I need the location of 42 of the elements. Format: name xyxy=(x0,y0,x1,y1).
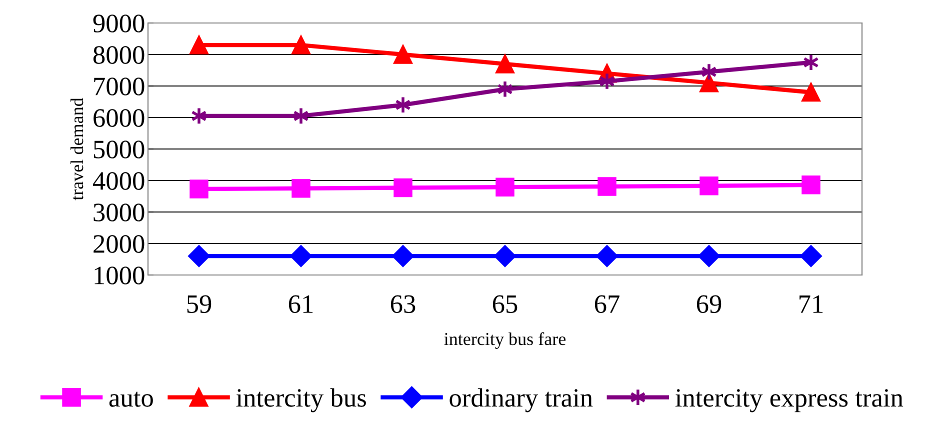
point xyxy=(802,176,820,194)
y-tick-label: 3000 xyxy=(94,204,144,222)
point xyxy=(496,178,514,196)
point xyxy=(700,73,718,92)
y-tick-label: 5000 xyxy=(94,140,144,158)
y-tick-label: 7000 xyxy=(94,78,144,96)
point xyxy=(292,36,310,54)
x-tick-label: 59 xyxy=(187,295,212,314)
y-tick-label: 9000 xyxy=(93,14,144,32)
legend-label: auto xyxy=(109,392,153,407)
y-tick-label: 2000 xyxy=(94,235,144,253)
x-tick-label: 63 xyxy=(390,295,416,314)
point xyxy=(190,36,208,54)
point xyxy=(698,245,720,267)
y-tick-label: 8000 xyxy=(93,46,144,64)
point xyxy=(802,82,820,102)
point xyxy=(596,245,618,267)
y-tick-label: 6000 xyxy=(94,109,144,127)
point xyxy=(394,178,412,198)
point xyxy=(800,245,822,267)
legend-label: intercity bus xyxy=(236,388,366,412)
x-axis-title: intercity bus fare xyxy=(444,332,566,349)
y-axis-title: travel demand xyxy=(70,98,84,200)
point xyxy=(190,180,208,198)
point xyxy=(292,178,310,198)
x-tick-label: 61 xyxy=(288,295,313,314)
x-tick-label: 65 xyxy=(492,295,518,314)
x-tick-label: 69 xyxy=(696,295,722,314)
y-tick-label: 4000 xyxy=(92,172,144,190)
legend-label: intercity express train xyxy=(675,389,904,412)
point xyxy=(290,245,312,267)
point xyxy=(392,245,414,267)
x-tick-label: 71 xyxy=(800,295,823,313)
point xyxy=(700,176,718,196)
point xyxy=(598,177,616,196)
x-tick-label: 67 xyxy=(594,295,620,314)
y-tick-label: 1000 xyxy=(94,266,144,284)
point xyxy=(494,245,516,267)
point xyxy=(394,45,412,64)
point xyxy=(496,54,514,74)
legend-label: ordinary train xyxy=(450,388,593,412)
point xyxy=(188,245,210,267)
